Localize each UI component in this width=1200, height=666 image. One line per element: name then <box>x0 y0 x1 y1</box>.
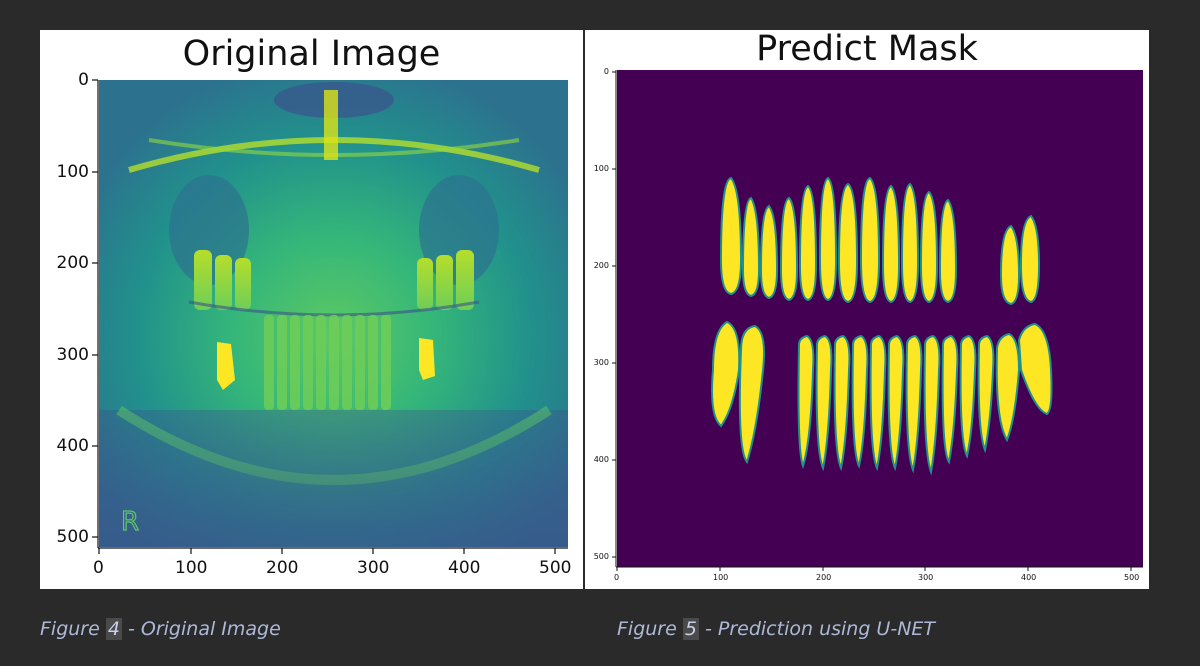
y-tick-label: 400 <box>56 436 89 456</box>
y-tick-label: 400 <box>593 455 609 464</box>
original-image-axes <box>92 79 568 554</box>
y-tick-label: 0 <box>78 70 89 90</box>
y-tick-label: 100 <box>56 162 89 182</box>
caption-figure-number: 5 <box>682 618 699 640</box>
y-tick-label: 200 <box>593 261 609 270</box>
predict-mask-panel: Predict Mask <box>585 29 1149 589</box>
image-marker-r: R <box>121 507 139 537</box>
x-tick-label: 0 <box>614 573 620 582</box>
x-tick-label: 300 <box>357 558 390 578</box>
x-tick-label: 200 <box>266 558 299 578</box>
x-tick-label: 400 <box>448 558 481 578</box>
x-tick-label: 0 <box>93 558 104 578</box>
x-tick-label: 200 <box>816 573 832 582</box>
original-image-panel: Original Image <box>40 30 583 589</box>
caption-original-image: Figure 4 - Original Image <box>40 618 281 640</box>
y-tick-label: 100 <box>593 164 609 173</box>
caption-suffix: - Prediction using U-NET <box>698 618 936 640</box>
original-image-title: Original Image <box>182 34 441 74</box>
caption-prefix: Figure <box>617 618 683 640</box>
x-tick-label: 100 <box>713 573 729 582</box>
caption-figure-number: 4 <box>105 618 122 640</box>
predict-mask-axes <box>612 70 1143 571</box>
x-tick-label: 500 <box>1124 573 1140 582</box>
y-tick-label: 300 <box>56 345 89 365</box>
y-tick-label: 500 <box>593 552 609 561</box>
y-tick-label: 0 <box>603 67 609 76</box>
caption-suffix: - Original Image <box>121 618 281 640</box>
caption-prefix: Figure <box>40 618 106 640</box>
caption-prediction: Figure 5 - Prediction using U-NET <box>617 618 935 640</box>
y-tick-label: 500 <box>56 527 89 547</box>
x-tick-label: 500 <box>539 558 572 578</box>
xray-image: R <box>99 80 568 547</box>
x-tick-label: 400 <box>1021 573 1037 582</box>
y-tick-label: 200 <box>56 253 89 273</box>
y-tick-label: 300 <box>593 358 609 367</box>
predict-mask-title: Predict Mask <box>756 29 978 69</box>
x-tick-label: 100 <box>175 558 208 578</box>
predicted-mask-image <box>617 70 1143 567</box>
x-tick-label: 300 <box>918 573 934 582</box>
